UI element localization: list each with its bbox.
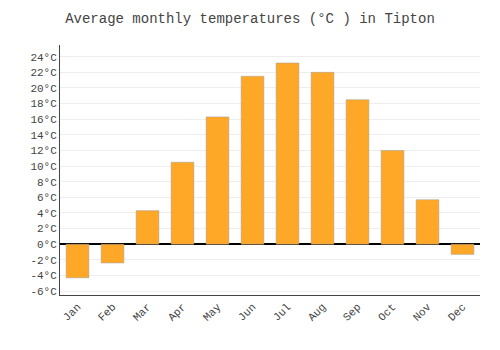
svg-text:22°C: 22°C — [30, 67, 57, 79]
svg-text:16°C: 16°C — [30, 114, 57, 126]
svg-text:2°C: 2°C — [37, 223, 57, 235]
svg-text:Feb: Feb — [96, 301, 118, 323]
svg-text:12°C: 12°C — [30, 145, 57, 157]
svg-text:Jan: Jan — [61, 301, 83, 323]
svg-text:-6°C: -6°C — [30, 286, 57, 298]
svg-text:Oct: Oct — [376, 301, 398, 323]
svg-text:-4°C: -4°C — [30, 270, 57, 282]
svg-text:Jul: Jul — [271, 301, 293, 323]
svg-text:Mar: Mar — [131, 301, 153, 323]
svg-text:Aug: Aug — [306, 301, 328, 323]
svg-text:0°C: 0°C — [37, 239, 57, 251]
svg-text:14°C: 14°C — [30, 130, 57, 142]
svg-text:Dec: Dec — [446, 301, 468, 323]
svg-text:Apr: Apr — [166, 301, 188, 323]
svg-text:10°C: 10°C — [30, 161, 57, 173]
svg-text:Sep: Sep — [341, 301, 363, 323]
svg-text:8°C: 8°C — [37, 177, 57, 189]
svg-text:4°C: 4°C — [37, 208, 57, 220]
svg-text:18°C: 18°C — [30, 98, 57, 110]
svg-text:Nov: Nov — [411, 301, 434, 324]
svg-text:-2°C: -2°C — [30, 255, 57, 267]
svg-text:May: May — [201, 301, 224, 324]
svg-text:20°C: 20°C — [30, 83, 57, 95]
svg-text:24°C: 24°C — [30, 52, 57, 64]
svg-text:Average monthly temperatures (: Average monthly temperatures (°C ) in Ti… — [65, 11, 435, 27]
svg-text:6°C: 6°C — [37, 192, 57, 204]
svg-text:Jun: Jun — [236, 301, 258, 323]
